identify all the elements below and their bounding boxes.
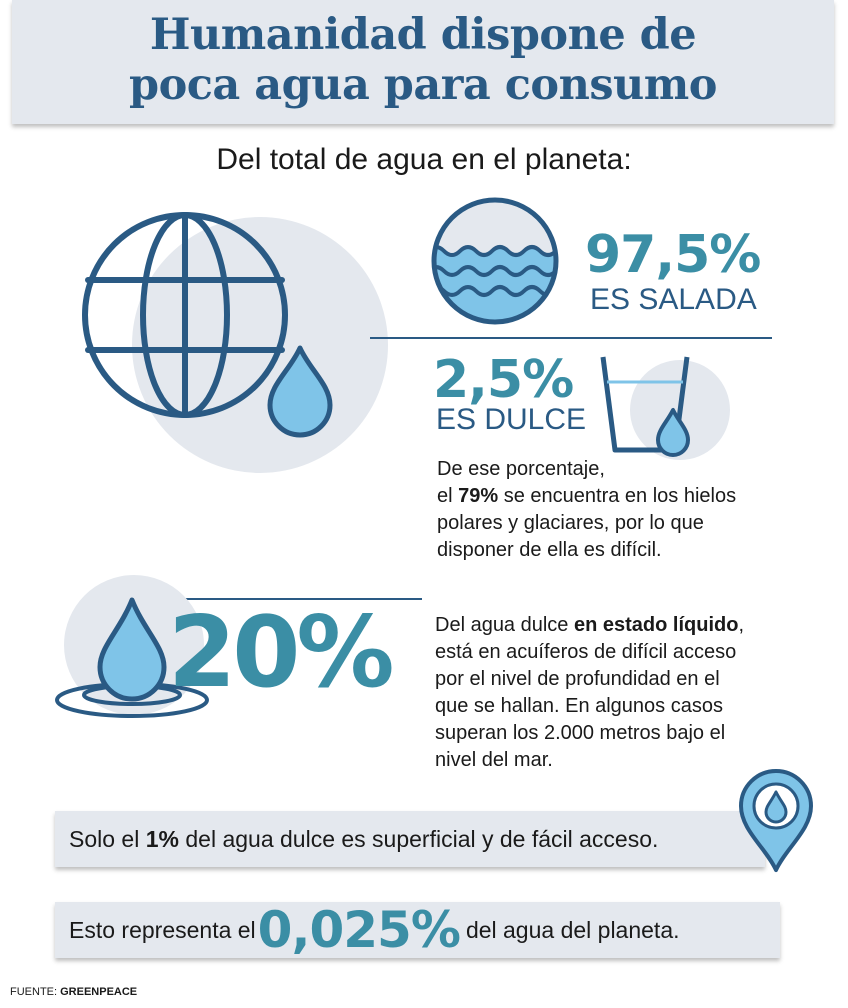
location-pin-drop-icon bbox=[739, 769, 813, 872]
ice-note-percent: 79% bbox=[458, 485, 499, 507]
globe-icon bbox=[82, 212, 388, 473]
represent-bar: Esto representa el 0,025% del agua del p… bbox=[55, 901, 780, 959]
ice-note: De ese porcentaje, el 79% se encuentra e… bbox=[437, 456, 817, 564]
fresh-label: ES DULCE bbox=[436, 403, 587, 436]
liquid-note-line-6: nivel del mar. bbox=[435, 749, 553, 771]
salt-value: 97,5% bbox=[585, 225, 761, 285]
title-banner: Humanidad dispone de poca agua para cons… bbox=[12, 0, 834, 124]
liquid-note-bold: en estado líquido bbox=[573, 614, 739, 636]
ice-note-line-2: el 79% se encuentra en los hielos bbox=[437, 485, 737, 507]
liquid-note-line-5: superan los 2.000 metros bajo el bbox=[435, 722, 726, 744]
subtitle: Del total de agua en el planeta: bbox=[216, 143, 632, 176]
glass-water-icon bbox=[600, 356, 730, 460]
salt-label: ES SALADA bbox=[590, 283, 757, 316]
ice-note-line-1: De ese porcentaje, bbox=[437, 458, 605, 480]
surface-percent: 1% bbox=[145, 826, 179, 852]
fresh-value: 2,5% bbox=[433, 350, 574, 410]
surface-text: Solo el 1% del agua dulce es superficial… bbox=[69, 826, 659, 852]
waves-icon bbox=[431, 197, 559, 325]
liquid-note-line-4: que se hallan. En algunos casos bbox=[435, 695, 723, 717]
liquid-note-line-1: Del agua dulce en estado líquido, bbox=[435, 614, 744, 636]
source-credit: FUENTE: GREENPEACE bbox=[10, 986, 138, 998]
represent-text: Esto representa el 0,025% del agua del p… bbox=[69, 901, 680, 959]
divider-line-2 bbox=[160, 598, 422, 600]
represent-value: 0,025% bbox=[257, 901, 461, 959]
surface-bar: Solo el 1% del agua dulce es superficial… bbox=[55, 811, 765, 867]
liquid-value: 20% bbox=[168, 596, 395, 710]
page-title-line-1: Humanidad dispone de bbox=[149, 10, 697, 60]
ice-note-line-3: polares y glaciares, por lo que bbox=[437, 512, 704, 534]
liquid-note-line-3: por el nivel de profundidad en el bbox=[435, 668, 720, 690]
liquid-note: Del agua dulce en estado líquido, está e… bbox=[435, 612, 830, 774]
divider-line bbox=[370, 337, 772, 339]
liquid-note-line-2: está en acuíferos de difícil acceso bbox=[435, 641, 737, 663]
ice-note-line-4: disponer de ella es difícil. bbox=[437, 539, 662, 561]
water-drop-splash-icon bbox=[55, 575, 209, 718]
page-title-line-2: poca agua para consumo bbox=[129, 60, 717, 110]
